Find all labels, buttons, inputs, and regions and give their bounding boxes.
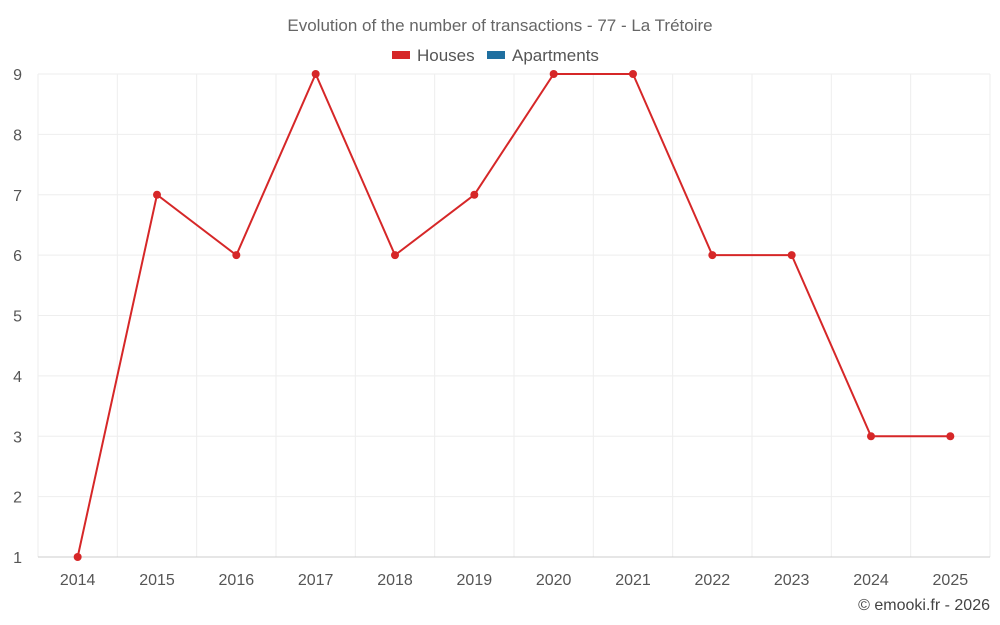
data-point-houses[interactable] (232, 251, 241, 260)
y-axis-ticks: 1 2 3 4 5 6 7 8 9 (13, 67, 22, 567)
x-tick-label: 2017 (298, 572, 334, 589)
credit-text: © emooki.fr - 2026 (858, 597, 990, 614)
x-tick-label: 2022 (695, 572, 731, 589)
legend-label-apartments[interactable]: Apartments (512, 46, 599, 65)
x-tick-label: 2024 (853, 572, 889, 589)
x-tick-label: 2015 (139, 572, 175, 589)
y-tick-label: 6 (13, 248, 22, 265)
legend-swatch-houses (392, 51, 410, 59)
data-point-houses[interactable] (787, 251, 796, 260)
series-line-houses (76, 71, 951, 558)
x-tick-label: 2016 (219, 572, 255, 589)
x-tick-label: 2020 (536, 572, 572, 589)
y-tick-label: 4 (13, 369, 22, 386)
legend[interactable]: Houses Apartments (392, 46, 599, 65)
x-tick-label: 2023 (774, 572, 810, 589)
legend-swatch-apartments (487, 51, 505, 59)
data-point-houses[interactable] (470, 190, 479, 199)
x-tick-label: 2025 (933, 572, 969, 589)
data-point-houses[interactable] (946, 432, 955, 441)
data-point-houses[interactable] (629, 70, 637, 78)
y-tick-label: 7 (13, 188, 22, 205)
series-points[interactable] (73, 70, 955, 561)
data-point-houses[interactable] (867, 432, 875, 441)
y-tick-label: 5 (13, 309, 22, 326)
data-point-houses[interactable] (73, 553, 82, 561)
y-tick-label: 8 (13, 127, 22, 144)
y-tick-label: 2 (13, 490, 22, 507)
data-point-houses[interactable] (391, 251, 399, 260)
data-point-houses[interactable] (311, 70, 320, 78)
y-tick-label: 9 (13, 67, 22, 84)
x-tick-label: 2021 (615, 572, 651, 589)
x-tick-label: 2014 (60, 572, 96, 589)
y-tick-label: 1 (13, 550, 22, 567)
data-point-houses[interactable] (549, 70, 558, 78)
x-tick-label: 2018 (377, 572, 413, 589)
series-lines (76, 71, 951, 558)
data-point-houses[interactable] (153, 190, 161, 199)
x-axis-ticks: 2014 2015 2016 2017 2018 2019 2020 2021 2022 2023… (60, 572, 968, 589)
legend-label-houses[interactable]: Houses (417, 46, 475, 65)
data-point-houses[interactable] (708, 251, 717, 260)
x-gridlines (37, 74, 991, 557)
y-tick-label: 3 (13, 429, 22, 446)
x-tick-label: 2019 (457, 572, 493, 589)
chart-title: Evolution of the number of transactions … (287, 16, 712, 35)
